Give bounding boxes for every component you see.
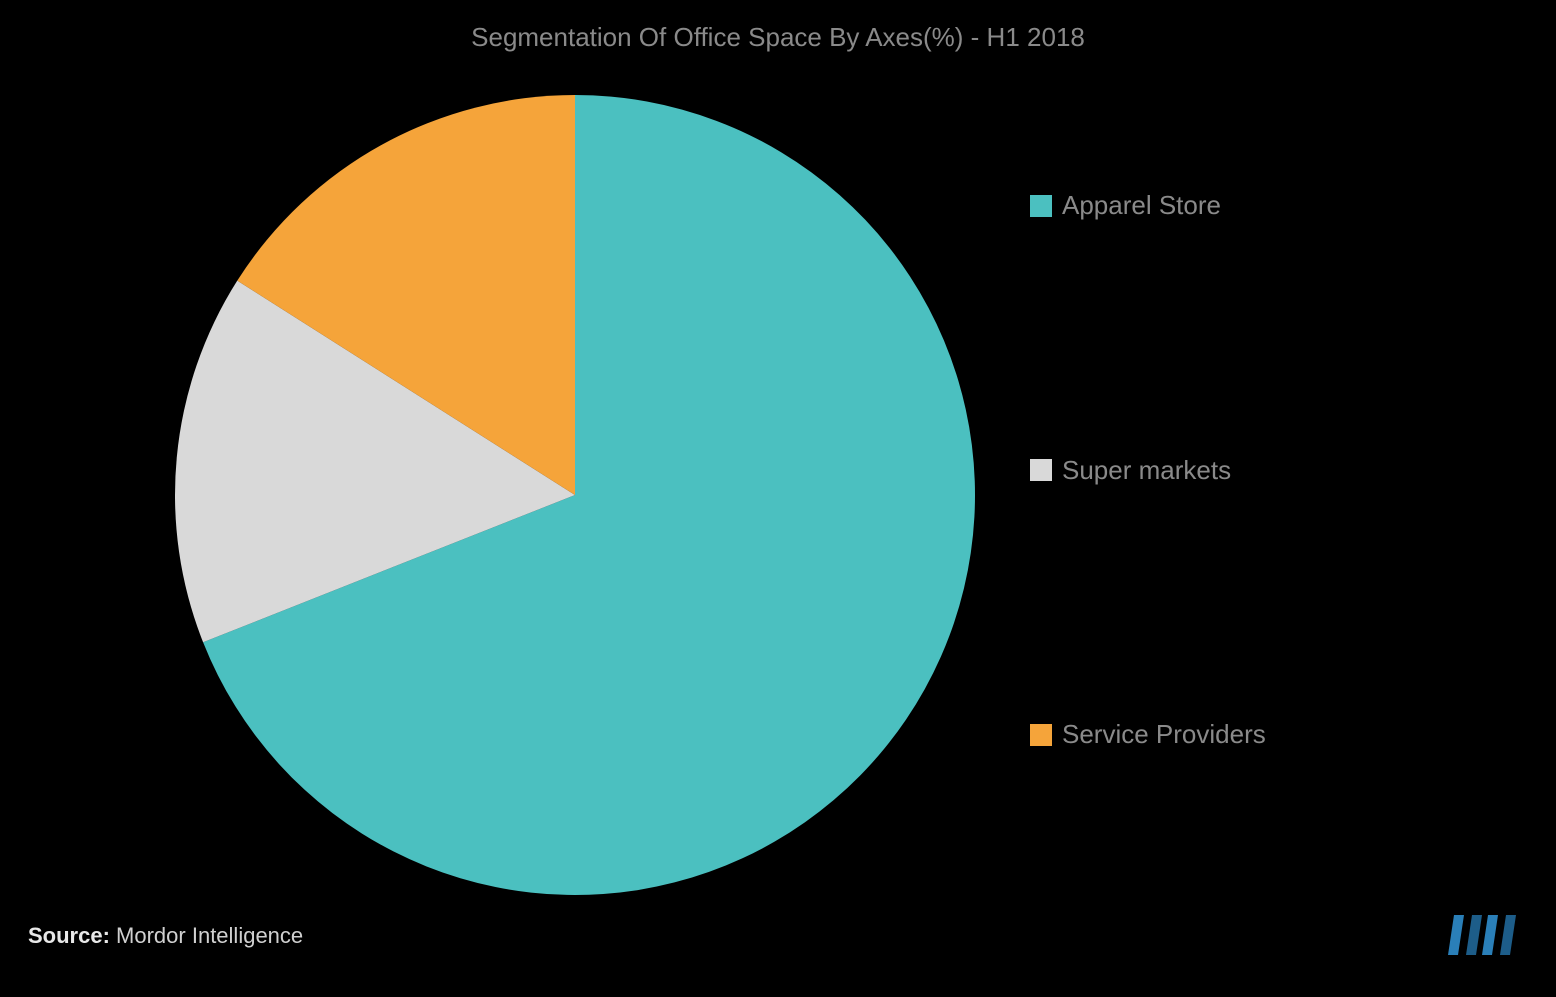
legend-label: Apparel Store <box>1062 190 1221 221</box>
legend: Apparel Store Super markets Service Provid… <box>1030 190 1450 750</box>
source-attribution: Source: Mordor Intelligence <box>28 923 303 949</box>
legend-swatch-icon <box>1030 724 1052 746</box>
source-label: Source: <box>28 923 110 948</box>
chart-title: Segmentation Of Office Space By Axes(%) … <box>0 22 1556 53</box>
source-value: Mordor Intelligence <box>116 923 303 948</box>
mordor-logo-icon <box>1446 913 1516 957</box>
legend-label: Service Providers <box>1062 719 1266 750</box>
legend-item-0: Apparel Store <box>1030 190 1450 221</box>
legend-swatch-icon <box>1030 459 1052 481</box>
legend-item-1: Super markets <box>1030 455 1450 486</box>
legend-label: Super markets <box>1062 455 1231 486</box>
pie-chart <box>170 90 980 900</box>
legend-item-2: Service Providers <box>1030 719 1450 750</box>
legend-swatch-icon <box>1030 195 1052 217</box>
